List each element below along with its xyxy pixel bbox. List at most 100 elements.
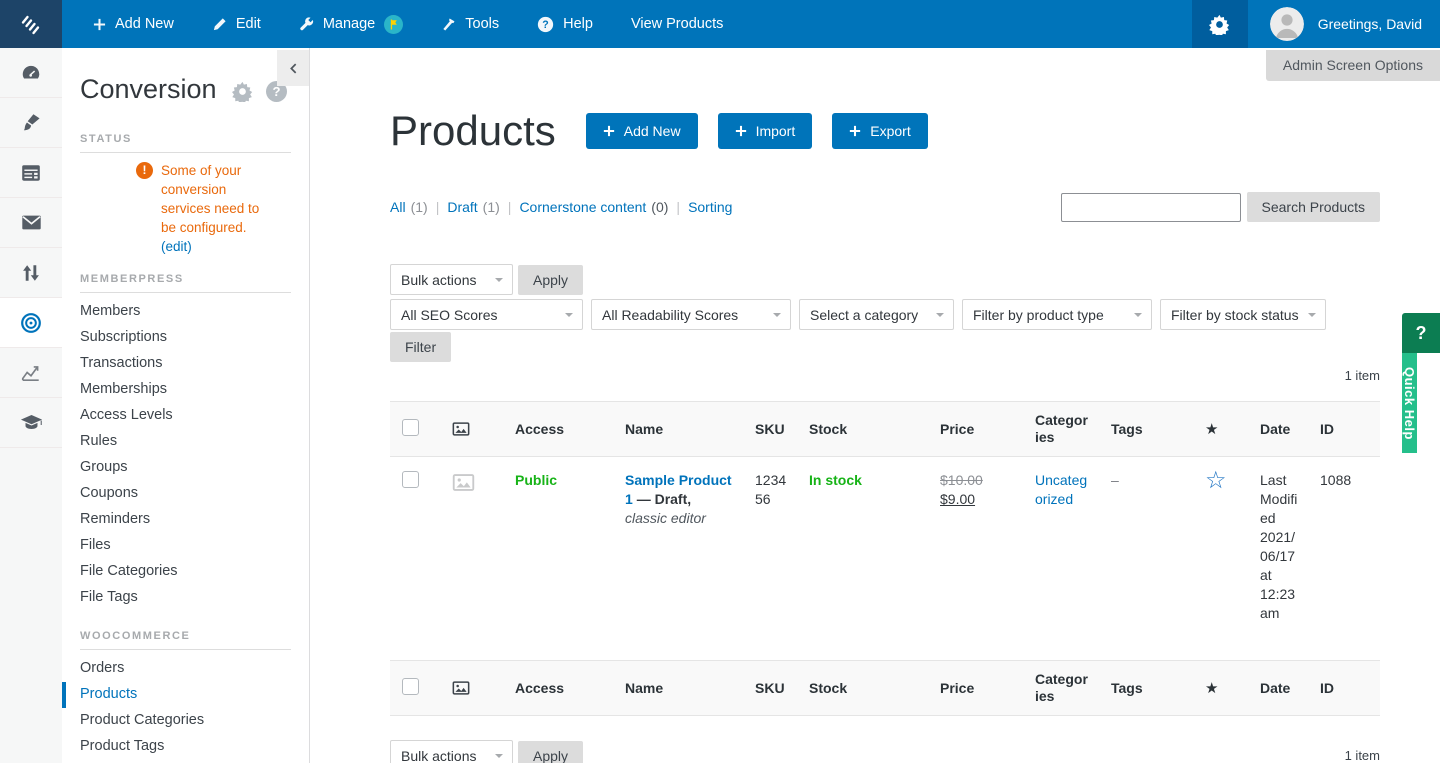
search-input[interactable] xyxy=(1061,193,1241,222)
column-header-date[interactable]: Date xyxy=(1250,661,1310,716)
column-header-stock[interactable]: Stock xyxy=(799,661,930,716)
export-button[interactable]: Export xyxy=(832,113,927,149)
plus-icon xyxy=(603,125,615,137)
bulk-actions-select-bottom[interactable]: Bulk actions xyxy=(390,740,513,763)
apply-button-bottom[interactable]: Apply xyxy=(518,741,583,763)
sidebar-item-product-tags[interactable]: Product Tags xyxy=(62,734,309,760)
rail-item-forms[interactable] xyxy=(0,148,62,198)
featured-star-toggle[interactable]: ☆ xyxy=(1205,471,1227,491)
sidebar-item-orders[interactable]: Orders xyxy=(62,656,309,682)
admin-screen-options-tab[interactable]: Admin Screen Options xyxy=(1266,50,1440,81)
sidebar-item-memberships[interactable]: Memberships xyxy=(62,377,309,403)
panel-title-row: Conversion ? xyxy=(80,74,291,105)
rail-item-traffic[interactable] xyxy=(0,248,62,298)
column-header-tags[interactable]: Tags xyxy=(1101,661,1195,716)
rail-item-conversion[interactable] xyxy=(0,298,62,348)
filters-row: All SEO Scores All Readability Scores Se… xyxy=(390,299,1380,330)
sidebar-item-members[interactable]: Members xyxy=(62,299,309,325)
mail-icon xyxy=(20,211,43,234)
diagonal-stripes-icon xyxy=(17,10,45,38)
quick-help-question-icon[interactable]: ? xyxy=(1402,313,1440,353)
topbar-tools[interactable]: Tools xyxy=(422,0,518,48)
filter-button[interactable]: Filter xyxy=(390,332,451,362)
sidebar-item-product-categories[interactable]: Product Categories xyxy=(62,708,309,734)
rail-item-dashboard[interactable] xyxy=(0,48,62,98)
view-draft[interactable]: Draft (1) xyxy=(447,199,499,215)
stock-status-select[interactable]: Filter by stock status xyxy=(1160,299,1326,330)
filter-button-row: Filter xyxy=(390,332,1380,362)
view-all[interactable]: All (1) xyxy=(390,199,428,215)
sidebar-item-access-levels[interactable]: Access Levels xyxy=(62,403,309,429)
column-header-sku[interactable]: SKU xyxy=(745,661,799,716)
column-header-categories[interactable]: Categories xyxy=(1025,402,1101,457)
view-sorting[interactable]: Sorting xyxy=(688,199,732,215)
sidebar-item-rules[interactable]: Rules xyxy=(62,429,309,455)
memberpress-section-heading: MEMBERPRESS xyxy=(80,273,291,293)
settings-gear-button[interactable] xyxy=(1192,0,1248,48)
page-header: Products Add New Import Export xyxy=(390,105,1380,157)
seo-scores-select[interactable]: All SEO Scores xyxy=(390,299,583,330)
rail-item-analytics[interactable] xyxy=(0,348,62,398)
column-header-sku[interactable]: SKU xyxy=(745,402,799,457)
sidebar-item-products[interactable]: Products xyxy=(62,682,309,708)
column-header-name[interactable]: Name xyxy=(615,661,745,716)
tags-value: – xyxy=(1111,472,1119,488)
topbar-view-products[interactable]: View Products xyxy=(612,0,742,48)
status-edit-link[interactable]: (edit) xyxy=(161,239,192,254)
select-all-checkbox-bottom[interactable] xyxy=(402,678,419,695)
column-header-name[interactable]: Name xyxy=(615,402,745,457)
column-header-price[interactable]: Price xyxy=(930,661,1025,716)
column-header-access[interactable]: Access xyxy=(505,402,615,457)
category-select[interactable]: Select a category xyxy=(799,299,954,330)
wpengine-logo[interactable] xyxy=(0,0,62,48)
column-header-date[interactable]: Date xyxy=(1250,402,1310,457)
page-actions: Add New Import Export xyxy=(586,113,928,149)
column-header-stock[interactable]: Stock xyxy=(799,402,930,457)
view-cornerstone[interactable]: Cornerstone content (0) xyxy=(519,199,668,215)
quick-help-tab[interactable]: Quick Help xyxy=(1402,353,1417,453)
panel-gear-icon[interactable] xyxy=(232,81,253,102)
product-status: Draft, xyxy=(655,491,692,507)
topbar-edit[interactable]: Edit xyxy=(193,0,280,48)
sidebar-item-coupons[interactable]: Coupons xyxy=(62,481,309,507)
target-icon xyxy=(20,312,42,334)
table-row: Public Sample Product 1 — Draft, classic… xyxy=(390,457,1380,661)
topbar-add-new[interactable]: Add New xyxy=(74,0,193,48)
forms-grid-icon xyxy=(20,162,42,184)
category-link[interactable]: Uncategorized xyxy=(1035,472,1087,507)
icon-rail xyxy=(0,48,62,763)
sidebar-item-reminders[interactable]: Reminders xyxy=(62,507,309,533)
column-header-id[interactable]: ID xyxy=(1310,661,1380,716)
topbar-manage[interactable]: Manage xyxy=(280,0,422,48)
import-button[interactable]: Import xyxy=(718,113,813,149)
status-message: Some of your conversion services need to… xyxy=(161,163,259,235)
sidebar-item-file-tags[interactable]: File Tags xyxy=(62,585,309,611)
add-new-button[interactable]: Add New xyxy=(586,113,698,149)
sidebar-item-groups[interactable]: Groups xyxy=(62,455,309,481)
plus-icon xyxy=(849,125,861,137)
sidebar-item-subscriptions[interactable]: Subscriptions xyxy=(62,325,309,351)
readability-scores-select[interactable]: All Readability Scores xyxy=(591,299,791,330)
collapse-panel-button[interactable] xyxy=(277,50,309,86)
dashboard-gauge-icon xyxy=(20,62,42,84)
search-products-button[interactable]: Search Products xyxy=(1247,192,1381,222)
sidebar-item-files[interactable]: Files xyxy=(62,533,309,559)
column-header-tags[interactable]: Tags xyxy=(1101,402,1195,457)
topbar-help[interactable]: ? Help xyxy=(518,0,612,48)
user-menu[interactable]: Greetings, David xyxy=(1248,0,1440,48)
sidebar-item-transactions[interactable]: Transactions xyxy=(62,351,309,377)
column-header-access[interactable]: Access xyxy=(505,661,615,716)
column-header-id[interactable]: ID xyxy=(1310,402,1380,457)
column-header-price[interactable]: Price xyxy=(930,402,1025,457)
apply-button[interactable]: Apply xyxy=(518,265,583,295)
product-type-select[interactable]: Filter by product type xyxy=(962,299,1152,330)
table-footer-header-row: Access Name SKU Stock Price Categories T… xyxy=(390,661,1380,716)
rail-item-courses[interactable] xyxy=(0,398,62,448)
bulk-actions-select[interactable]: Bulk actions xyxy=(390,264,513,295)
row-checkbox[interactable] xyxy=(402,471,419,488)
rail-item-mail[interactable] xyxy=(0,198,62,248)
sidebar-item-file-categories[interactable]: File Categories xyxy=(62,559,309,585)
rail-item-appearance[interactable] xyxy=(0,98,62,148)
column-header-categories[interactable]: Categories xyxy=(1025,661,1101,716)
select-all-checkbox[interactable] xyxy=(402,419,419,436)
